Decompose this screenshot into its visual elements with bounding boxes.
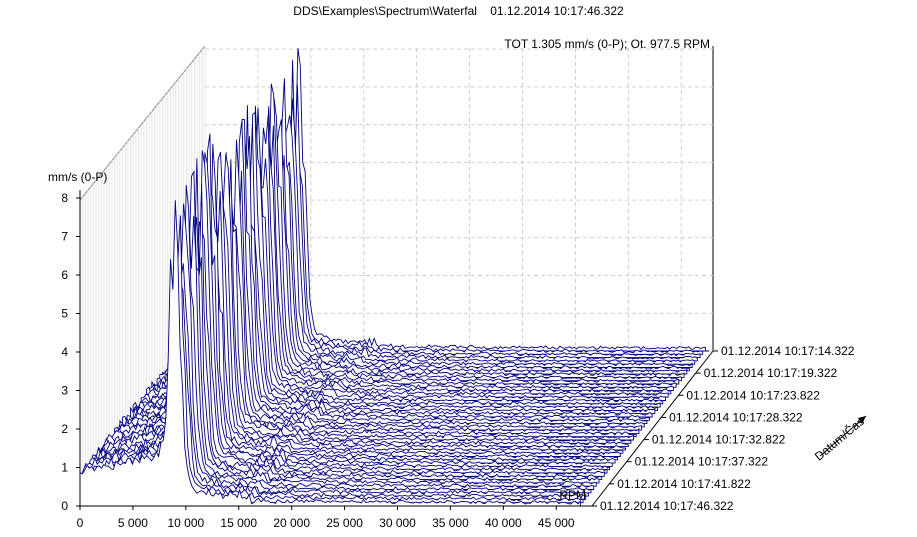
z-tick-label: 01.12.2014 10:17:14.322 — [721, 344, 855, 358]
chart-title: DDS\Examples\Spectrum\Waterfal 01.12.201… — [293, 4, 624, 18]
waterfall-trace — [79, 200, 581, 507]
z-tick-label: 01.12.2014 10:17:19.322 — [704, 366, 838, 380]
z-tick-label: 01.12.2014 10:17:28.322 — [669, 410, 803, 424]
y-tick-label: 4 — [61, 345, 68, 359]
x-tick-label: 15 000 — [220, 516, 257, 530]
x-tick-label: 5 000 — [118, 516, 148, 530]
y-tick-label: 7 — [61, 230, 68, 244]
z-tick-label: 01.12.2014 10:17:41.822 — [617, 477, 751, 491]
y-tick-label: 3 — [61, 384, 68, 398]
z-tick-label: 01.12.2014 10:17:37.322 — [635, 455, 769, 469]
x-tick-label: 20 000 — [273, 516, 310, 530]
x-tick-label: 40 000 — [485, 516, 522, 530]
x-tick-label: 0 — [77, 516, 84, 530]
x-tick-label: 35 000 — [432, 516, 469, 530]
z-axis-arrow — [819, 415, 867, 457]
y-tick-label: 1 — [61, 461, 68, 475]
x-tick-label: 25 000 — [326, 516, 363, 530]
waterfall-traces — [79, 48, 706, 507]
status-annotation: TOT 1.305 mm/s (0-P); Ot. 977.5 RPM — [504, 37, 710, 51]
y-tick-label: 8 — [61, 191, 68, 205]
z-tick-label: 01.12.2014 10:17:23.822 — [686, 388, 820, 402]
z-axis-arrowhead — [858, 416, 866, 424]
x-axis-label: RPM — [559, 488, 586, 502]
z-tick-label: 01.12.2014 10:17:46.322 — [600, 499, 734, 513]
x-tick-label: 45 000 — [538, 516, 575, 530]
y-tick-label: 0 — [61, 499, 68, 513]
z-tick-label: 01.12.2014 10:17:32.822 — [652, 433, 786, 447]
y-axis-label: mm/s (0-P) — [48, 170, 107, 184]
y-tick-label: 2 — [61, 422, 68, 436]
x-tick-label: 30 000 — [379, 516, 416, 530]
y-tick-label: 6 — [61, 268, 68, 282]
z-axis-label: Datum/Čas — [811, 414, 867, 464]
z-axis-line — [591, 350, 714, 507]
x-tick-label: 10 000 — [167, 516, 204, 530]
y-tick-label: 5 — [61, 307, 68, 321]
